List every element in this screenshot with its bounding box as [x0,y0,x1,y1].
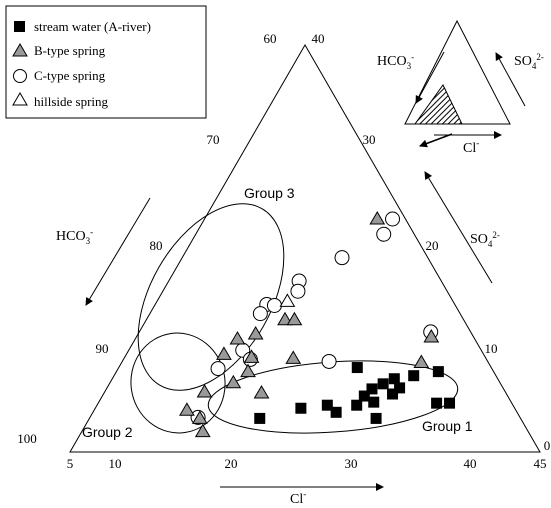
point-gray-triangle-3 [286,311,303,326]
inset-left-label: HCO3- [377,52,414,71]
inset-right-label: SO42- [514,52,544,71]
left-tick-70: 70 [207,132,220,147]
left-tick-80: 80 [150,238,163,253]
point-filled-square-10 [368,396,380,408]
point-gray-triangle-6 [216,346,232,360]
inset-left-arrow [415,51,445,104]
point-filled-square-4 [330,406,342,418]
right-tick-40: 40 [312,31,325,46]
left-axis-arrow [85,197,151,306]
point-gray-triangle-4 [247,325,264,340]
legend-marker-stream-water [14,21,25,32]
point-filled-square-11 [388,373,400,385]
point-filled-square-9 [377,378,389,390]
point-gray-triangle-11 [253,384,270,399]
point-gray-triangle-10 [225,374,242,389]
point-open-circle-2 [376,226,392,242]
point-open-circle-5 [290,283,306,299]
left-axis-label: HCO3- [56,227,93,246]
point-open-circle-12 [321,353,337,369]
legend-label-c-type: C-type spring [34,68,106,83]
legend-marker-b-type [12,43,28,57]
legend-label-stream-water: stream water (A-river) [34,19,151,34]
point-open-triangle-1 [279,293,296,307]
legend-marker-hillside [12,92,28,106]
point-gray-triangle-1 [369,211,386,225]
point-filled-square-18 [444,397,456,409]
point-filled-square-3 [321,399,333,411]
point-filled-square-7 [358,390,370,402]
left-tick-90: 90 [96,341,109,356]
point-open-circle-8 [252,306,268,322]
bottom-tick-20: 20 [225,456,238,471]
legend-marker-c-type [13,69,27,83]
right-tick-0: 0 [544,438,551,453]
right-axis-arrow [424,171,493,284]
inset-right-arrow [495,52,526,107]
point-filled-square-8 [366,383,378,395]
right-axis-label: SO42- [470,230,500,249]
right-tick-10: 10 [485,341,498,356]
point-filled-square-1 [254,412,266,424]
bottom-tick-10: 10 [109,456,122,471]
group-1-label: Group 1 [422,418,473,434]
legend-label-hillside: hillside spring [34,94,109,109]
group-3-label: Group 3 [244,185,295,201]
point-filled-square-6 [351,399,363,411]
point-filled-square-14 [394,382,406,394]
legend-label-b-type: B-type spring [34,43,106,58]
point-open-circle-1 [385,211,401,227]
point-gray-triangle-8 [243,349,260,363]
point-gray-triangle-17 [413,354,430,368]
bottom-tick-40: 40 [464,456,477,471]
point-filled-square-5 [351,362,363,374]
point-filled-square-2 [295,402,307,414]
group-2-label: Group 2 [82,424,133,440]
point-gray-triangle-7 [285,350,302,364]
right-tick-20: 20 [426,238,439,253]
point-filled-square-12 [387,388,399,400]
legend-box [5,5,207,119]
data-points [179,211,456,438]
bottom-tick-5: 5 [67,456,74,471]
point-filled-square-13 [370,412,382,424]
bottom-tick-30: 30 [345,456,358,471]
inset-down-arrow [419,133,453,148]
point-filled-square-17 [431,397,443,409]
group-2-envelope [130,332,226,434]
inset-bottom-label: Cl- [463,138,479,156]
point-gray-triangle-16 [423,329,440,343]
inset-hatched-region [414,84,463,125]
point-open-circle-7 [266,297,282,313]
point-gray-triangle-13 [179,402,195,416]
legend: stream water (A-river) B-type spring C-t… [5,5,207,119]
point-filled-square-16 [432,366,444,378]
point-open-circle-3 [334,250,350,266]
group-3-envelope [137,203,285,391]
point-gray-triangle-14 [191,410,208,424]
point-gray-triangle-2 [277,311,293,326]
point-gray-triangle-15 [194,423,211,438]
inset-triangle [404,19,511,125]
point-filled-square-15 [408,370,420,382]
point-gray-triangle-12 [196,383,213,398]
triangle-frame [69,44,541,453]
point-gray-triangle-9 [240,363,256,378]
bottom-tick-45: 45 [534,456,547,471]
inset-diagram: HCO3- SO42- Cl- [377,19,544,156]
point-gray-triangle-5 [229,331,246,345]
left-tick-60: 60 [264,31,277,46]
right-tick-30: 30 [363,132,376,147]
bottom-axis-label: Cl- [290,489,306,507]
point-open-circle-10 [210,361,226,377]
left-tick-100: 100 [17,431,37,446]
